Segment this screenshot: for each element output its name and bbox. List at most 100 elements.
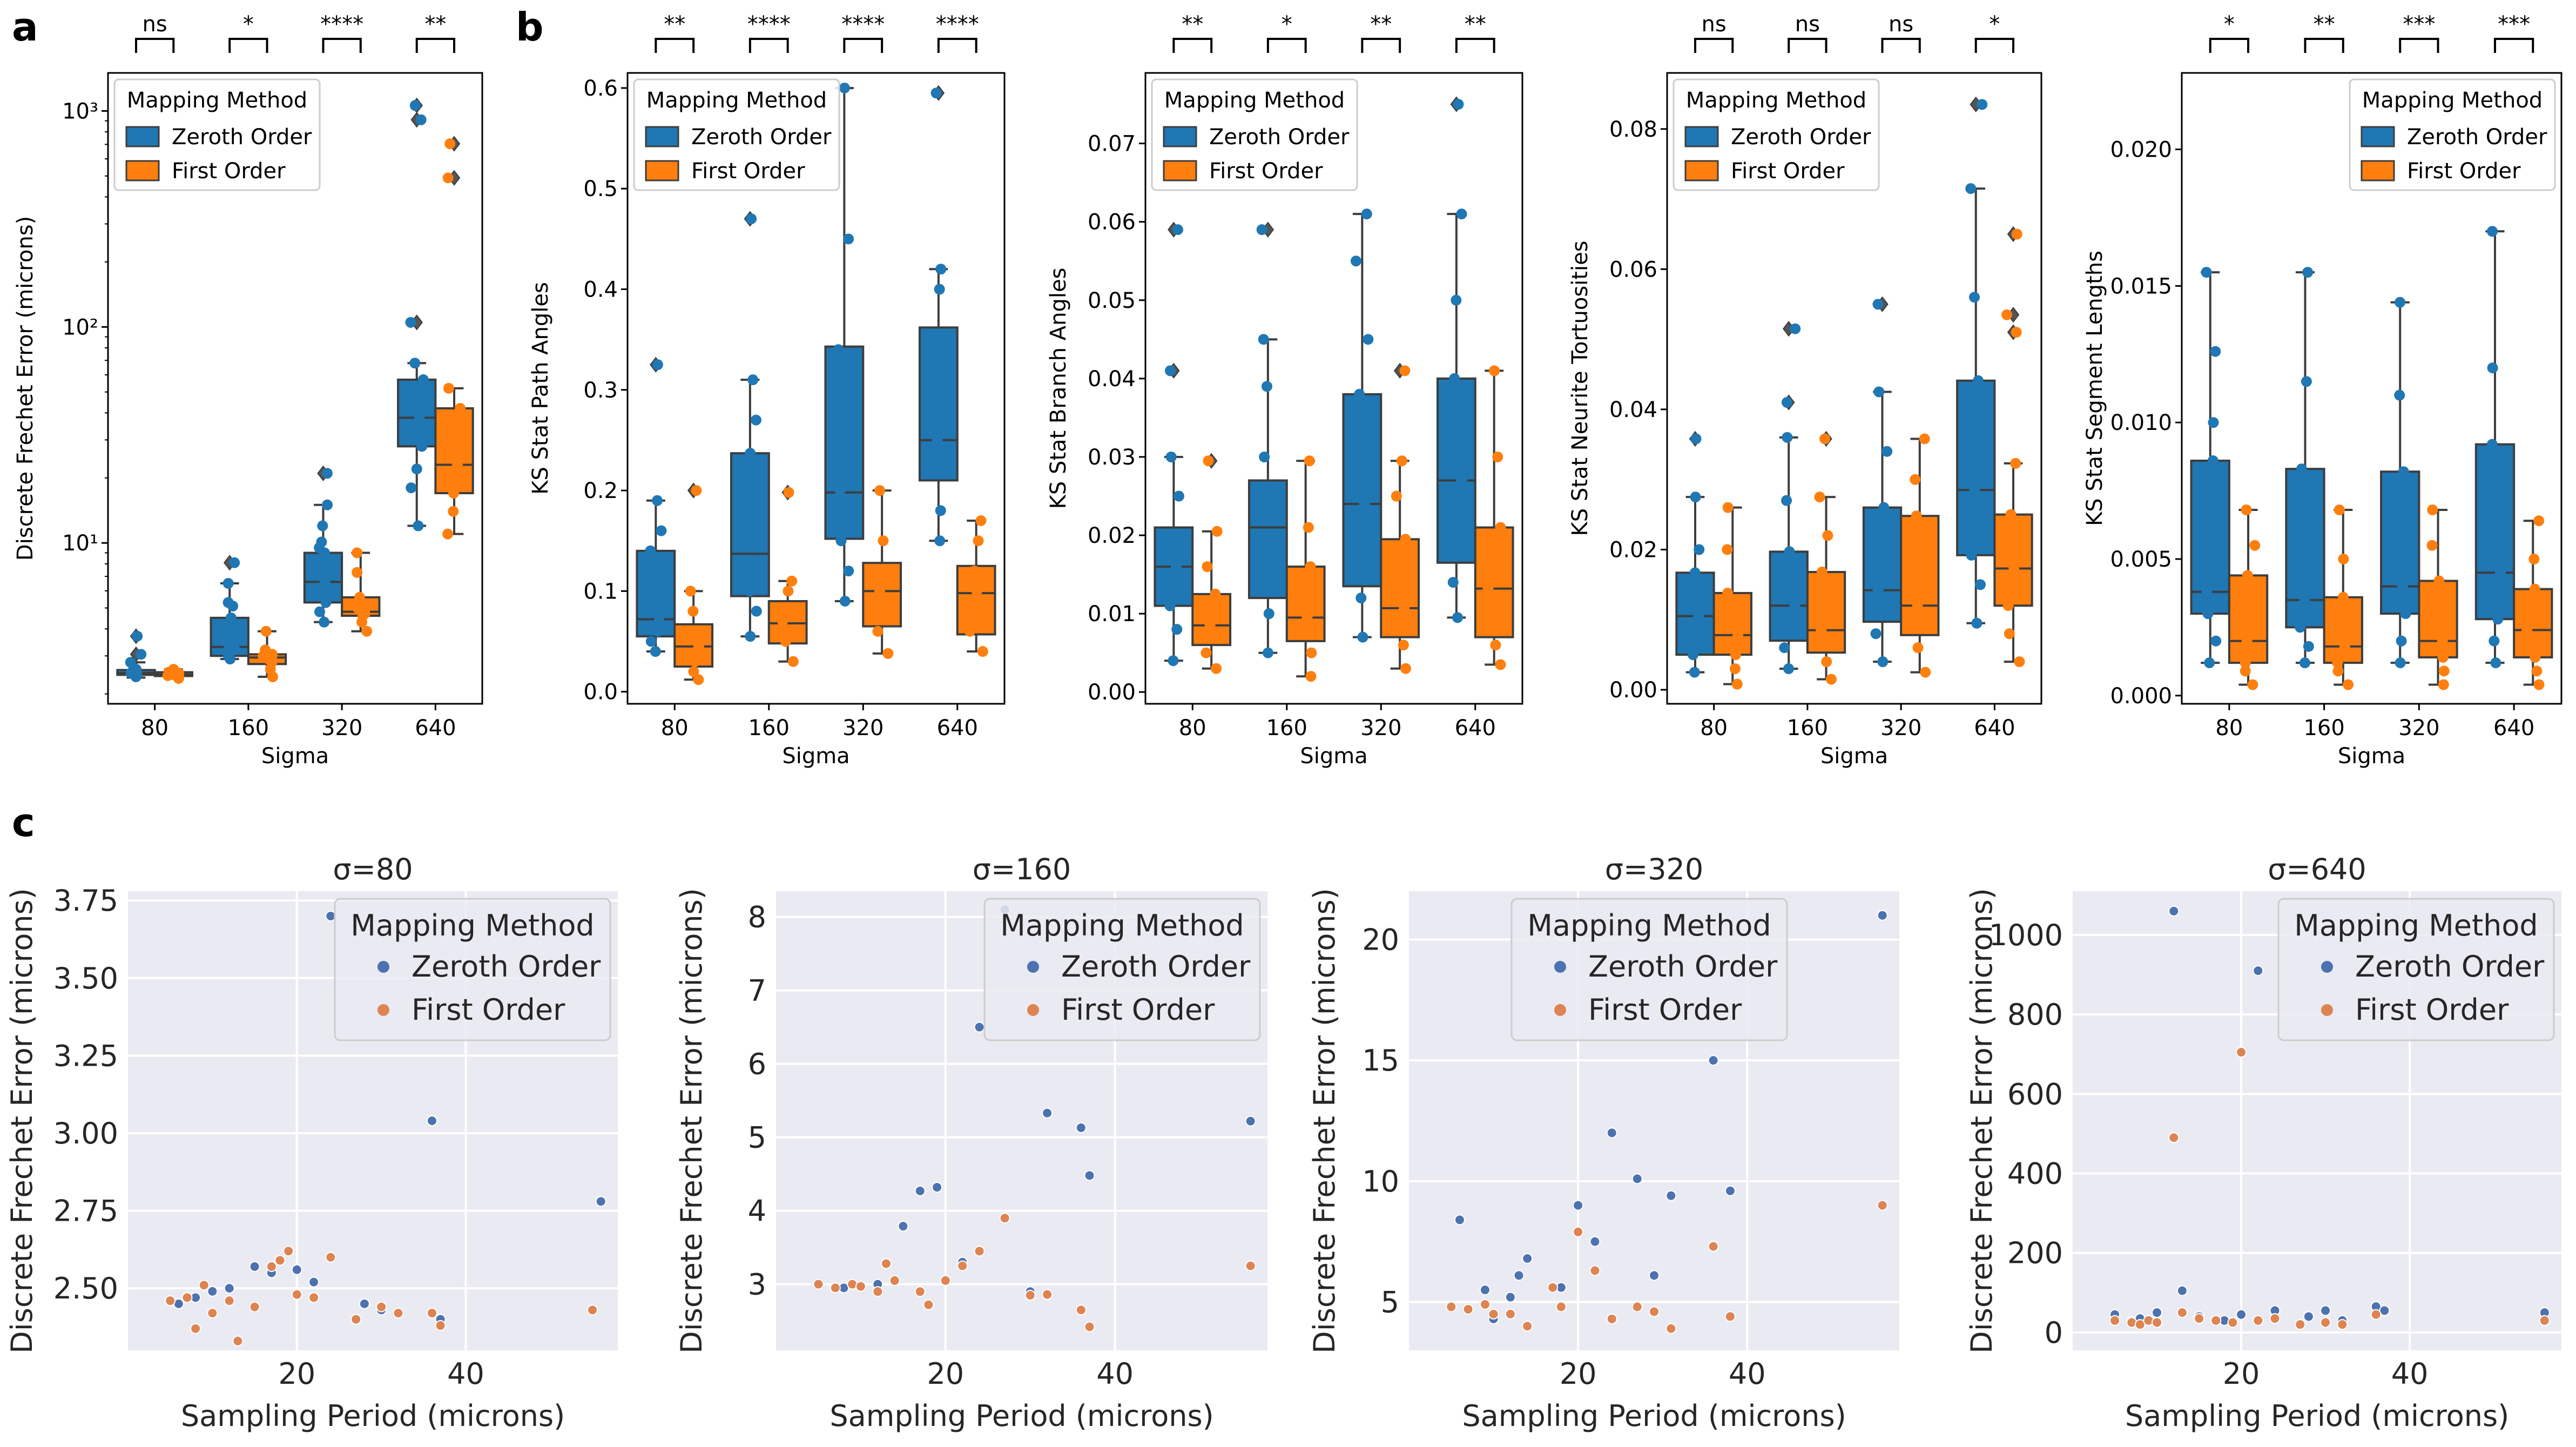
scatter-point-first (393, 1308, 404, 1319)
strip-point (443, 382, 455, 394)
y-tick-label: 4 (748, 1194, 766, 1228)
y-tick-label: 0.1 (583, 579, 618, 604)
box-body (918, 326, 959, 482)
strip-point (1165, 451, 1177, 462)
box-body (2228, 574, 2269, 664)
strip-point (413, 520, 424, 531)
box-zeroth-160 (1247, 221, 1288, 658)
scatter-point-first (830, 1282, 841, 1294)
strip-point (1447, 577, 1459, 588)
strip-point (1779, 642, 1790, 654)
strip-point (1211, 526, 1223, 537)
x-tick-label: 80 (141, 716, 168, 741)
scatter-point-first (855, 1281, 866, 1292)
strip-point (2336, 616, 2347, 628)
scatter-point-first (587, 1304, 598, 1316)
strip-point (1256, 224, 1267, 235)
scatter-point-zeroth (974, 1021, 985, 1033)
legend-marker (2321, 1004, 2333, 1016)
strip-point (1495, 522, 1506, 533)
strip-point (1872, 584, 1884, 596)
x-tick-label: 640 (1455, 716, 1496, 741)
strip-point (229, 557, 240, 568)
strip-point (409, 100, 421, 111)
strip-point (448, 506, 459, 517)
legend-swatch (1684, 160, 1719, 181)
strip-point (410, 382, 422, 394)
scatter-point-zeroth (1665, 1190, 1677, 1201)
strip-point (1816, 567, 1828, 578)
legend-frame (983, 898, 1261, 1041)
y-tick-label: 2.75 (53, 1194, 118, 1228)
box-zeroth-160 (730, 211, 770, 642)
box-body (2323, 596, 2363, 664)
strip-point (1694, 544, 1705, 555)
strip-point (1495, 659, 1506, 670)
strip-point (1690, 433, 1702, 445)
strip-point (354, 591, 366, 603)
legend-frame (2277, 898, 2555, 1041)
significance-label: ** (424, 12, 446, 37)
strip-point (316, 536, 327, 548)
strip-point (1202, 561, 1213, 573)
strip-point (1388, 569, 1400, 580)
strip-point (1495, 553, 1506, 564)
significance-bracket (748, 38, 789, 53)
significance-bracket (2304, 38, 2344, 53)
strip-point (1825, 674, 1837, 685)
legend-label: Zeroth Order (1731, 125, 1871, 150)
strip-point (405, 317, 416, 328)
strip-point (260, 625, 272, 637)
strip-point (1731, 607, 1742, 618)
y-tick-label: 0.06 (1609, 257, 1657, 282)
strip-point (1977, 99, 1988, 110)
box-first-80 (1191, 453, 1232, 674)
strip-point (878, 535, 889, 547)
strip-point (751, 555, 762, 567)
legend: Mapping Method Zeroth Order First Order (1673, 78, 1880, 191)
legend-frame (334, 898, 611, 1041)
strip-point (645, 636, 657, 647)
significance-label: **** (747, 12, 791, 37)
scatter-point-first (940, 1275, 951, 1286)
strip-point (1968, 292, 1980, 303)
legend-swatch (645, 160, 679, 181)
y-tick-label: 1000 (1989, 918, 2063, 952)
strip-point (2493, 526, 2504, 537)
box-body (434, 407, 474, 495)
y-tick-label: 0.4 (583, 278, 618, 302)
strip-point (1356, 593, 1367, 604)
scatter-point-first (2337, 1319, 2348, 1330)
significance-bracket (1694, 38, 1734, 53)
scatter-point-zeroth (2152, 1307, 2163, 1318)
box-chart-2: 0.00 0.01 0.02 0.03 0.04 0.05 0.06 0.07 80 160 320… (1046, 12, 1523, 769)
box-first-320 (1380, 362, 1420, 674)
strip-point (2494, 567, 2506, 578)
scatter-point-first (2109, 1315, 2121, 1326)
strip-point (1816, 624, 1827, 636)
strip-point (693, 641, 704, 652)
strip-point (2296, 463, 2307, 475)
strip-point (932, 434, 943, 446)
strip-point (652, 359, 663, 371)
box-first-80 (153, 664, 193, 684)
scatter-point-first (957, 1260, 968, 1271)
strip-point (322, 499, 333, 510)
strip-point (1916, 558, 1927, 569)
box-body (1956, 379, 1996, 556)
strip-point (444, 138, 456, 150)
y-tick-label: 0.08 (1609, 117, 1657, 142)
x-tick-label: 160 (1787, 716, 1828, 741)
y-tick-label: 600 (2007, 1077, 2063, 1111)
strip-point (2240, 657, 2251, 669)
x-tick-label: 20 (278, 1357, 315, 1391)
legend-swatch (1163, 160, 1197, 181)
strip-point (222, 597, 234, 608)
strip-point (1784, 621, 1795, 632)
box-zeroth-320 (2380, 297, 2420, 669)
strip-point (1689, 567, 1701, 578)
strip-point (1164, 365, 1176, 376)
scatter-point-zeroth (1631, 1173, 1643, 1184)
x-axis-label: Sampling Period (microns) (1462, 1399, 1846, 1433)
strip-point (2394, 389, 2405, 401)
